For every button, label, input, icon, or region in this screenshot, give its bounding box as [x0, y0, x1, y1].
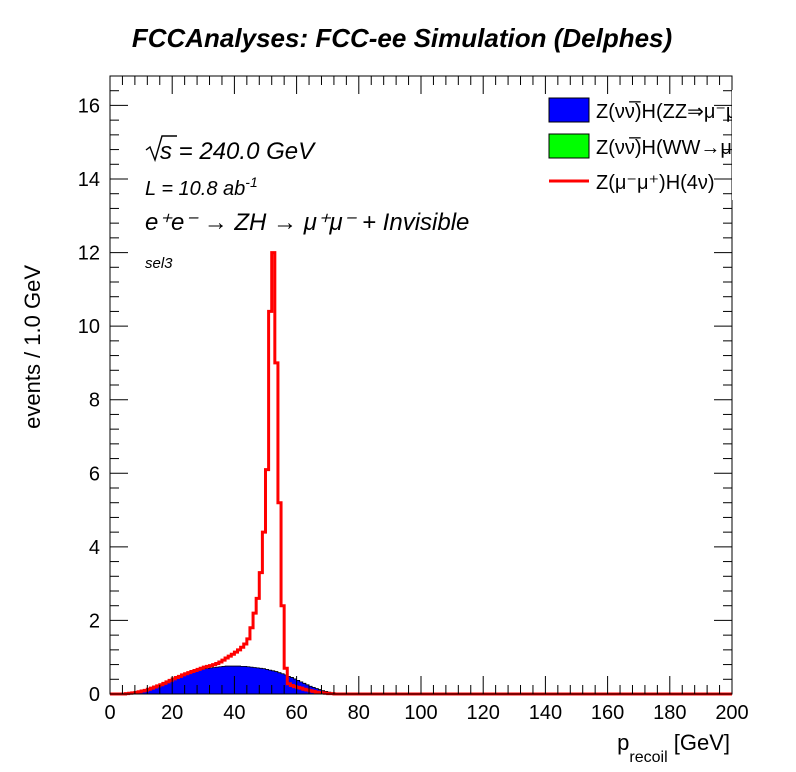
x-tick-label: 80 [348, 702, 370, 724]
x-tick-label: 200 [715, 702, 748, 724]
y-tick-label: 0 [89, 684, 100, 706]
y-tick-label: 6 [89, 463, 100, 485]
y-tick-label: 14 [78, 169, 100, 191]
sqrt-symbol [145, 135, 177, 163]
x-tick-label: 100 [404, 702, 437, 724]
y-tick-label: 4 [89, 537, 100, 559]
legend-label-4nu: Z(μ⁻μ⁺)H(4ν) [596, 172, 715, 194]
annotations: s = 240.0 GeV L = 10.8 ab-1 e⁺e⁻ → ZH → … [145, 135, 469, 272]
x-tick-label: 60 [285, 702, 307, 724]
luminosity-exponent: -1 [245, 174, 257, 190]
legend-label-zz: Z(νν̅)H(ZZ⇒μ⁻μ⁺ν [596, 100, 758, 123]
legend-clip [732, 90, 796, 200]
x-tick-label: 120 [467, 702, 500, 724]
x-tick-label: 160 [591, 702, 624, 724]
y-tick-label: 8 [89, 390, 100, 412]
y-axis-label: events / 1.0 GeV [20, 265, 45, 429]
legend: Z(νν̅)H(ZZ⇒μ⁻μ⁺ν Z(νν̅)H(WW→μ⁻ν̅μ Z(μ⁻μ⁺… [548, 97, 764, 194]
x-tick-label: 140 [529, 702, 562, 724]
x-axis: 0 20 40 60 80 100 120 140 160 180 200 [104, 76, 749, 724]
energy-value: = 240.0 GeV [172, 138, 316, 165]
luminosity-annotation: L = 10.8 ab-1 [145, 174, 258, 200]
y-tick-label: 2 [89, 610, 100, 632]
x-axis-label-sub: recoil [629, 749, 667, 766]
x-axis-label-unit: [GeV] [668, 730, 730, 755]
selection-annotation: sel3 [145, 255, 173, 272]
legend-swatch-zz [548, 97, 590, 123]
chart-title: FCCAnalyses: FCC-ee Simulation (Delphes) [132, 23, 672, 53]
x-tick-label: 180 [653, 702, 686, 724]
luminosity-base: L = 10.8 ab [145, 178, 245, 200]
x-axis-label: precoil [GeV] [617, 730, 730, 766]
x-tick-label: 0 [104, 702, 115, 724]
x-tick-label: 20 [161, 702, 183, 724]
legend-label-ww: Z(νν̅)H(WW→μ⁻ν̅μ [596, 136, 764, 159]
x-axis-label-main: p [617, 730, 629, 755]
process-annotation: e⁺e⁻ → ZH → μ⁺μ⁻ + Invisible [145, 209, 469, 236]
sqrt-s-variable: s [160, 138, 172, 165]
legend-swatch-ww [548, 133, 590, 159]
y-tick-label: 10 [78, 316, 100, 338]
plot-frame [109, 75, 733, 695]
y-tick-label: 16 [78, 95, 100, 117]
y-tick-label: 12 [78, 243, 100, 265]
y-axis: 0 2 4 6 8 10 12 14 16 [78, 75, 732, 706]
energy-annotation: s = 240.0 GeV [160, 138, 316, 165]
series-2-histogram [110, 251, 732, 696]
plot-lines [110, 251, 732, 696]
x-tick-label: 40 [223, 702, 245, 724]
